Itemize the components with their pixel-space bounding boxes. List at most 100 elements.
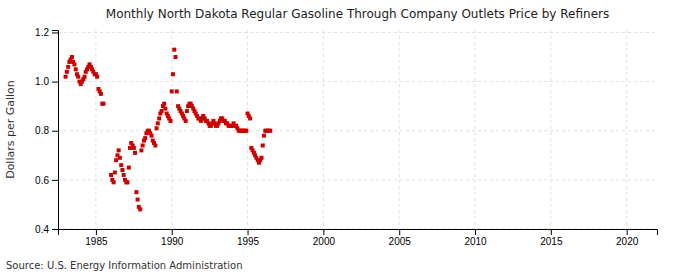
point <box>170 89 174 93</box>
point <box>157 116 161 120</box>
tick-mark <box>52 32 58 33</box>
point <box>139 148 143 152</box>
point <box>156 121 160 125</box>
point <box>268 129 272 133</box>
tick-mark <box>399 229 400 235</box>
point <box>138 207 142 211</box>
tick-label: 2020 <box>616 236 639 247</box>
tick: 2020 <box>616 229 639 247</box>
tick: 2000 <box>313 229 336 247</box>
tick-mark <box>172 229 173 235</box>
point <box>261 143 265 147</box>
grid-line-x <box>95 30 96 229</box>
plot-area: 198519901995200020052010201520200.40.60.… <box>35 27 657 247</box>
point <box>72 62 76 66</box>
point <box>171 72 175 76</box>
point <box>134 190 138 194</box>
grid-line-x <box>399 30 400 229</box>
point <box>114 158 118 162</box>
point <box>117 148 121 152</box>
point <box>153 143 157 147</box>
point <box>184 119 188 123</box>
point <box>175 89 179 93</box>
point <box>83 75 87 79</box>
tick: 1990 <box>161 229 184 247</box>
grid-line-x <box>171 30 172 229</box>
point <box>127 166 131 170</box>
tick-mark <box>248 229 249 235</box>
grid <box>58 30 657 229</box>
point <box>74 67 78 71</box>
tick: 2015 <box>540 229 563 247</box>
grid-line-x <box>323 30 324 229</box>
point <box>65 70 69 74</box>
tick-mark <box>323 229 324 235</box>
point <box>169 119 173 123</box>
tick: 2010 <box>464 229 487 247</box>
point <box>244 129 248 133</box>
tick-label: 2015 <box>540 236 563 247</box>
tick-label: 1.2 <box>35 27 49 38</box>
point <box>172 48 176 52</box>
point <box>119 163 123 167</box>
chart-svg: 198519901995200020052010201520200.40.60.… <box>0 0 675 275</box>
tick-label: 2010 <box>464 236 487 247</box>
point <box>122 173 126 177</box>
tick-label: 0.6 <box>35 175 49 186</box>
point <box>248 116 252 120</box>
chart-container: 198519901995200020052010201520200.40.60.… <box>0 0 675 275</box>
point <box>141 143 145 147</box>
source-note: Source: U.S. Energy Information Administ… <box>6 260 243 271</box>
tick: 2005 <box>389 229 412 247</box>
tick-mark <box>551 229 552 235</box>
point <box>136 198 140 202</box>
point <box>64 75 68 79</box>
point <box>113 170 117 174</box>
point <box>118 156 122 160</box>
point <box>132 146 136 150</box>
tick-mark <box>96 229 97 235</box>
tick-mark <box>52 229 58 230</box>
point <box>160 109 164 113</box>
grid-line-y <box>58 81 657 82</box>
grid-line-x <box>475 30 476 229</box>
point <box>109 173 113 177</box>
point <box>76 75 80 79</box>
grid-line-y <box>58 32 657 33</box>
point <box>260 156 264 160</box>
point <box>70 55 74 59</box>
tick-label: 2000 <box>313 236 336 247</box>
point <box>162 102 166 106</box>
x-axis: 1985 1990 1995 2000 2005 2010 2015 2020 <box>59 229 658 247</box>
tick-label: 1.0 <box>35 76 49 87</box>
tick-label: 1990 <box>161 236 184 247</box>
point <box>112 180 116 184</box>
points <box>64 48 273 212</box>
y-axis-title: Dollars per Gallon <box>4 80 17 179</box>
tick-label: 0.8 <box>35 125 49 136</box>
tick: 1.2 <box>35 27 58 38</box>
tick: 1.0 <box>35 76 58 87</box>
point <box>120 168 124 172</box>
tick-mark <box>627 229 628 235</box>
point <box>155 126 159 130</box>
grid-line-x <box>626 30 627 229</box>
point <box>163 107 167 111</box>
point <box>101 102 105 106</box>
tick-label: 1995 <box>237 236 260 247</box>
tick-mark <box>52 180 58 181</box>
y-axis: 0.4 0.6 0.8 1.0 1.2 <box>35 27 58 235</box>
point <box>95 75 99 79</box>
tick: 0.8 <box>35 125 58 136</box>
point <box>143 136 147 140</box>
tick-mark <box>52 82 58 83</box>
point <box>185 109 189 113</box>
tick-label: 1985 <box>85 236 108 247</box>
point <box>125 180 129 184</box>
tick-mark <box>52 131 58 132</box>
point <box>66 65 70 69</box>
point <box>150 134 154 138</box>
axis-line <box>52 31 59 230</box>
tick-label: 0.4 <box>35 224 49 235</box>
tick: 0.4 <box>35 224 58 235</box>
